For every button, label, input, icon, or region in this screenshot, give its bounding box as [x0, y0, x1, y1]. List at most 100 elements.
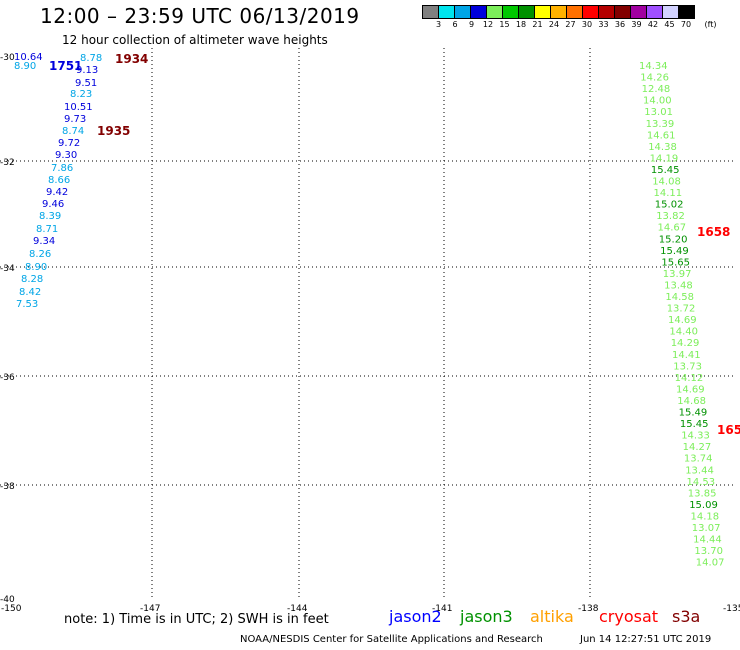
legend-swatch: [470, 5, 487, 19]
wave-height-value: 14.69: [676, 384, 705, 395]
wave-height-value: 14.61: [647, 130, 676, 141]
wave-height-value: 8.39: [39, 211, 61, 222]
wave-height-value: 14.27: [683, 442, 712, 453]
legend-labels: 3 6 9 12 15 18 21 24 27 30 33 36 39 42 45 70 (ft): [422, 19, 740, 31]
legend-label: 33: [598, 20, 609, 29]
wave-height-value: 15.49: [679, 408, 708, 419]
legend-label: 27: [565, 20, 576, 29]
legend-swatch: [646, 5, 663, 19]
wave-height-value: 14.58: [665, 292, 694, 303]
legend-label: 6: [452, 20, 458, 29]
wave-height-value: 13.07: [692, 523, 721, 534]
wave-height-value: 14.34: [639, 61, 668, 72]
wave-height-value: 13.72: [667, 304, 696, 315]
satellite-name: altika: [530, 607, 574, 626]
wave-height-color-legend: 3 6 9 12 15 18 21 24 27 30 33 36 39 42 45 70 (ft): [422, 5, 740, 31]
wave-height-value: 14.44: [693, 535, 722, 546]
legend-swatch: [582, 5, 599, 19]
legend-swatch: [486, 5, 503, 19]
wave-height-value: 10.64: [14, 52, 43, 63]
legend-swatch: [614, 5, 631, 19]
wave-height-value: 13.85: [688, 488, 717, 499]
wave-height-value: 13.01: [644, 107, 673, 118]
footer-note: note: 1) Time is in UTC; 2) SWH is in fe…: [64, 612, 329, 627]
wave-height-value: 9.73: [64, 114, 86, 125]
wave-height-value: 13.39: [646, 119, 675, 130]
wave-height-value: 8.74: [62, 126, 84, 137]
legend-label: 18: [515, 20, 527, 29]
wave-height-value: 9.51: [75, 78, 97, 89]
legend-swatch: [438, 5, 455, 19]
y-tick-label: -38: [0, 482, 15, 492]
wave-height-value: 8.90: [25, 262, 47, 273]
wave-height-value: 9.34: [33, 236, 55, 247]
legend-swatch: [598, 5, 615, 19]
legend-label: 30: [581, 20, 593, 29]
wave-height-value: 8.78: [80, 53, 102, 64]
wave-height-value: 13.70: [694, 546, 723, 557]
axis-tick-labels: -150 -147 -144 -141 -138 -135 -30 -32 -34 -36 -38 -…: [0, 53, 740, 614]
wave-height-value: 13.73: [673, 361, 702, 372]
legend-swatch: [566, 5, 583, 19]
wave-height-value: 14.69: [668, 315, 697, 326]
wave-height-value: 8.42: [19, 287, 41, 298]
generated-timestamp: Jun 14 12:27:51 UTC 2019: [580, 634, 712, 645]
pass-time-label: 1751: [49, 59, 82, 73]
legend-swatch: [678, 5, 695, 19]
y-tick-label: -34: [0, 264, 15, 274]
x-tick-label: -144: [287, 604, 308, 614]
wave-height-value: 9.42: [46, 187, 68, 198]
wave-height-value: 9.30: [55, 150, 77, 161]
legend-label: 3: [435, 20, 442, 29]
legend-label: 45: [664, 20, 675, 29]
wave-height-value: 14.00: [643, 96, 672, 107]
x-tick-label: -141: [432, 604, 452, 614]
wave-height-value: 13.74: [684, 454, 713, 465]
wave-height-value: 13.82: [656, 211, 685, 222]
wave-height-value: 7.86: [51, 163, 73, 174]
y-tick-label: -40: [0, 595, 15, 605]
wave-height-value: 8.90: [14, 61, 36, 72]
legend-unit: (ft): [704, 20, 717, 29]
x-tick-label: -150: [1, 604, 22, 614]
wave-height-value: 7.53: [16, 299, 38, 310]
wave-height-value: 14.18: [691, 512, 720, 523]
wave-height-value: 8.28: [21, 274, 43, 285]
wave-height-value: 15.45: [680, 419, 709, 430]
wave-height-value: 8.23: [70, 89, 92, 100]
legend-swatch: [502, 5, 519, 19]
wave-height-value: 15.45: [651, 165, 680, 176]
wave-height-value: 14.33: [681, 431, 710, 442]
pass-time-label: 1934: [115, 52, 148, 66]
y-tick-label: -32: [0, 158, 15, 168]
x-tick-label: -138: [578, 604, 599, 614]
legend-swatch: [550, 5, 567, 19]
legend-swatch: [518, 5, 535, 19]
legend-label: 36: [614, 20, 626, 29]
wave-height-value: 15.49: [660, 246, 689, 257]
wave-height-value: 15.20: [659, 234, 688, 245]
wave-height-value: 10.51: [64, 102, 93, 113]
legend-label: 9: [468, 20, 475, 29]
pass-time-label: 165: [717, 423, 740, 437]
wave-height-value: 15.65: [661, 257, 690, 268]
y-tick-label: -36: [0, 373, 15, 383]
graticule-grid: [0, 48, 736, 598]
wave-height-value: 14.38: [648, 142, 677, 153]
wave-height-value: 14.40: [669, 327, 698, 338]
pass-time-label: 1658: [697, 225, 730, 239]
wave-height-value: 14.11: [654, 188, 683, 199]
wave-height-value: 14.29: [671, 338, 700, 349]
legend-label: 42: [647, 20, 659, 29]
legend-swatch: [662, 5, 679, 19]
wave-height-value: 12.48: [642, 84, 671, 95]
wave-height-value: 14.08: [652, 177, 681, 188]
legend-label: 39: [631, 20, 642, 29]
pass-time-labels: 1934 1751 1935 1658 165: [49, 52, 740, 437]
wave-height-value: 13.97: [663, 269, 692, 280]
wave-height-value: 13.44: [685, 465, 714, 476]
map-subtitle: 12 hour collection of altimeter wave hei…: [62, 33, 328, 47]
wave-height-value: 15.02: [655, 200, 684, 211]
legend-swatch: [630, 5, 647, 19]
